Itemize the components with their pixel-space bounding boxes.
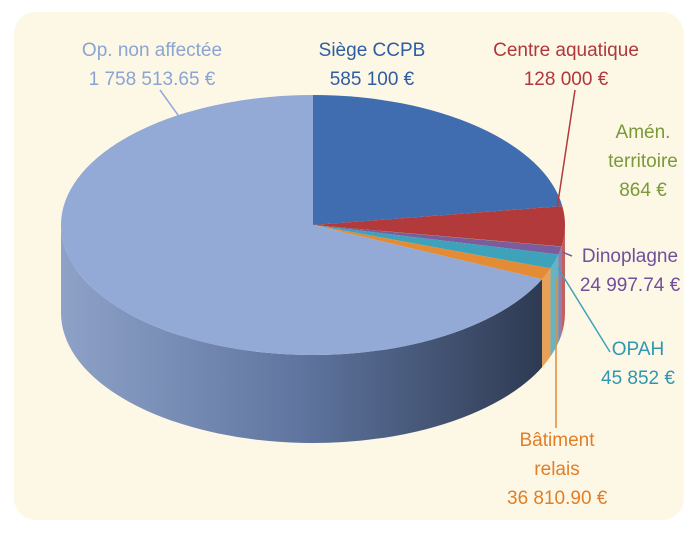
slice [313, 225, 559, 269]
slice [313, 206, 565, 247]
leader-line [557, 267, 611, 353]
label-value: 24 997.74 € [579, 275, 681, 296]
label-value: 1 758 513.65 € [88, 69, 216, 90]
slice-side [550, 254, 559, 357]
leader-line [561, 251, 573, 257]
data-label: Op. non affectée 1 758 513.65 € [82, 36, 222, 94]
data-label: Dinoplagne 24 997.74 € [580, 242, 680, 300]
data-label: Bâtiment relais 36 810.90 € [507, 426, 607, 513]
label-value: 864 € [619, 180, 667, 201]
label-value: 45 852 € [601, 368, 675, 389]
label-name: Op. non affectée [81, 40, 223, 61]
label-name: Centre aquatique [493, 40, 639, 61]
data-label: Siège CCPB 585 100 € [319, 36, 426, 94]
label-name: Bâtiment relais [519, 430, 595, 480]
label-name: Dinoplagne [581, 246, 679, 267]
slice-side [558, 246, 562, 343]
label-name: Amén. territoire [608, 122, 678, 172]
data-label: OPAH 45 852 € [601, 335, 675, 393]
slice-side [542, 268, 551, 368]
leader-line [554, 89, 576, 223]
slice-side [61, 225, 543, 443]
slice [313, 225, 562, 255]
label-value: 585 100 € [329, 69, 415, 90]
label-value: 36 810.90 € [507, 488, 608, 509]
leader-line [159, 89, 197, 141]
label-value: 128 000 € [523, 69, 609, 90]
slice [313, 225, 562, 247]
slice [313, 225, 551, 280]
slice [61, 95, 543, 355]
data-label: Centre aquatique 128 000 € [493, 36, 639, 94]
slice [313, 95, 563, 225]
label-name: Siège CCPB [318, 40, 426, 61]
label-name: OPAH [611, 339, 665, 360]
data-label: Amén. territoire 864 € [598, 118, 688, 205]
